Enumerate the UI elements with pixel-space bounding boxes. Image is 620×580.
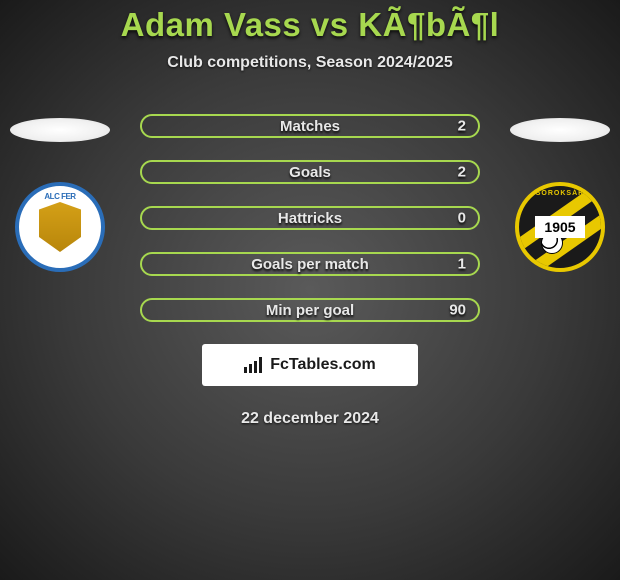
player-left-silhouette [10,118,110,142]
shield-icon [39,202,81,252]
player-left-column: ALC FER [10,118,110,272]
watermark-badge: FcTables.com [202,344,418,386]
club-right-arc: SOROKSÁR [536,190,584,197]
stat-value-right: 2 [458,118,466,135]
date-label: 22 december 2024 [241,410,379,428]
watermark-text: FcTables.com [270,356,376,374]
stat-label: Goals [289,164,331,181]
player-right-column: SOROKSÁR 1905 [510,118,610,272]
infographic-body: Adam Vass vs KÃ¶bÃ¶l Club competitions, … [0,0,620,580]
player-right-silhouette [510,118,610,142]
stat-value-right: 1 [458,256,466,273]
stat-label: Min per goal [266,302,354,319]
stat-label: Hattricks [278,210,342,227]
stat-row: Min per goal 90 [140,298,480,322]
page-title: Adam Vass vs KÃ¶bÃ¶l [121,6,500,44]
stat-value-right: 0 [458,210,466,227]
stat-row: Goals 2 [140,160,480,184]
bar-chart-icon [244,357,264,373]
stat-row: Matches 2 [140,114,480,138]
stat-label: Goals per match [251,256,369,273]
club-right-year: 1905 [535,216,585,238]
stat-value-right: 2 [458,164,466,181]
stat-row: Goals per match 1 [140,252,480,276]
stat-row: Hattricks 0 [140,206,480,230]
stat-label: Matches [280,118,340,135]
subtitle: Club competitions, Season 2024/2025 [167,54,452,72]
stat-value-right: 90 [449,302,466,319]
club-badge-left: ALC FER [15,182,105,272]
club-badge-right: SOROKSÁR 1905 [515,182,605,272]
